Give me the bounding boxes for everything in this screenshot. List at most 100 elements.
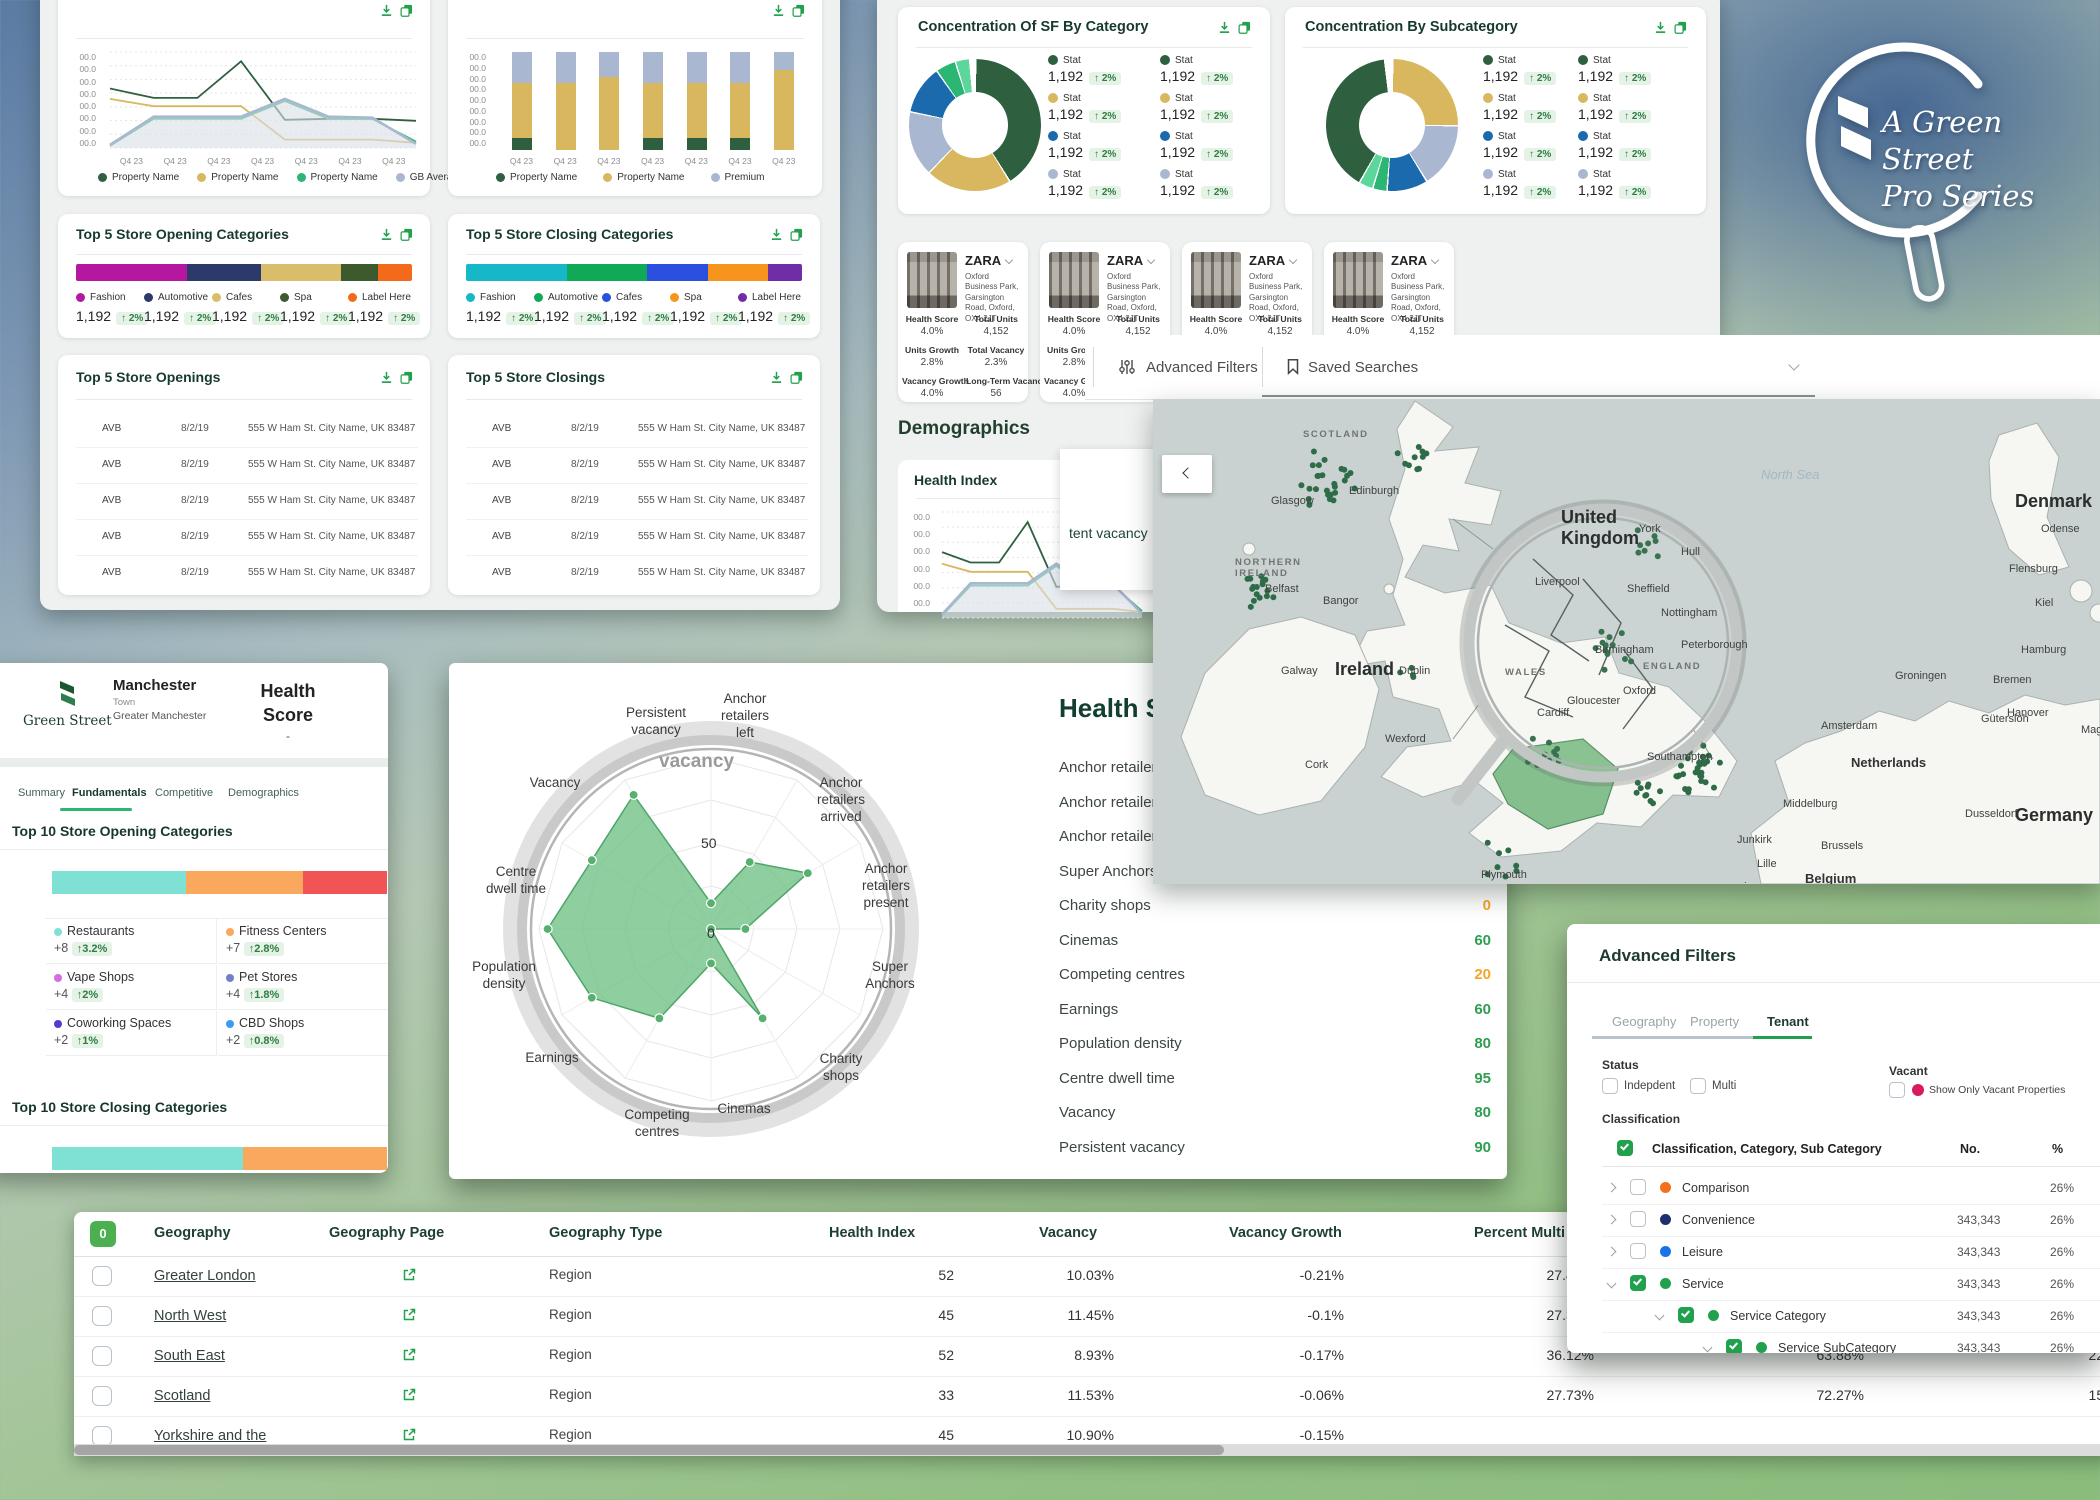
property-name[interactable]: ZARA [1107,253,1156,268]
legend-value: 1,192 ↑ 2% [1578,182,1652,200]
copy-icon[interactable] [790,371,803,389]
property-name[interactable]: ZARA [1391,253,1440,268]
table-row[interactable]: AVB 8/2/19 555 W Ham St. City Name, UK 834… [76,483,418,520]
property-name[interactable]: ZARA [965,253,1014,268]
category-bar-segment [768,264,802,281]
property-name[interactable]: ZARA [1249,253,1298,268]
geography-link[interactable]: Scotland [154,1388,211,1404]
radar-ghost-text: vacancy [659,751,735,772]
classification-row[interactable]: Leisure 343,343 26% [1602,1236,2100,1269]
map-label: Ireland [1335,659,1395,679]
classification-row[interactable]: Convenience 343,343 26% [1602,1204,2100,1237]
tab-summary[interactable]: Summary [18,787,66,799]
tab-fundamentals[interactable]: Fundamentals [72,787,147,799]
advanced-filters-button[interactable]: Advanced Filters [1146,359,1258,376]
table-row[interactable]: Scotland Region 33 11.53% -0.06% 27.73% 72.27%… [74,1376,2100,1417]
row-checkbox[interactable] [1678,1307,1694,1323]
external-link-icon[interactable] [402,1348,416,1367]
table-row[interactable]: AVB 8/2/19 555 W Ham St. City Name, UK 834… [466,447,808,484]
classification-row[interactable]: Service Category 343,343 26% [1602,1300,2100,1333]
row-checkbox[interactable] [1630,1211,1646,1227]
geography-link[interactable]: South East [154,1348,225,1364]
property-dot [1692,769,1699,776]
store-code: AVB [492,459,512,470]
tab-competitive[interactable]: Competitive [155,787,214,799]
geography-link[interactable]: North West [154,1308,227,1324]
copy-icon[interactable] [790,228,803,246]
checkbox-vacant[interactable] [1889,1082,1905,1098]
copy-icon[interactable] [400,228,413,246]
copy-icon[interactable] [400,371,413,389]
download-icon[interactable] [1218,21,1231,39]
legend-value: 1,192 ↑ 2% [1483,68,1557,86]
row-checkbox[interactable] [92,1266,112,1286]
download-icon[interactable] [772,4,785,22]
table-row[interactable]: AVB 8/2/19 555 W Ham St. City Name, UK 834… [76,447,418,484]
download-icon[interactable] [770,228,783,246]
filter-tab-property[interactable]: Property [1690,1014,1740,1029]
chevron-down-icon[interactable] [1788,359,1800,371]
row-checkbox[interactable] [92,1306,112,1326]
map-back-button[interactable] [1162,455,1212,493]
chevron-down-icon[interactable] [1606,1278,1617,1289]
chevron-down-icon[interactable] [1146,255,1156,265]
checkbox-indepdent[interactable] [1602,1078,1618,1094]
chevron-right-icon[interactable] [1606,1214,1617,1225]
external-link-icon[interactable] [402,1268,416,1287]
download-icon[interactable] [380,228,393,246]
copy-icon[interactable] [792,4,805,22]
table-row[interactable]: AVB 8/2/19 555 W Ham St. City Name, UK 834… [466,483,808,520]
chevron-right-icon[interactable] [1606,1182,1617,1193]
legend-label: Stat [1483,131,1556,142]
row-checkbox[interactable] [1630,1243,1646,1259]
table-row[interactable]: AVB 8/2/19 555 W Ham St. City Name, UK 834… [76,411,418,448]
copy-icon[interactable] [400,4,413,22]
chevron-down-icon[interactable] [1654,1310,1665,1321]
classification-row[interactable]: Comparison 26% [1602,1172,2100,1205]
external-link-icon[interactable] [402,1388,416,1407]
copy-icon[interactable] [1674,21,1687,39]
tab-demographics[interactable]: Demographics [228,787,299,799]
download-icon[interactable] [1654,21,1667,39]
map-panel[interactable]: SCOTLAND Edinburgh Glasgow NORTHERN IRELAND… [1153,399,2100,884]
table-row[interactable]: AVB 8/2/19 555 W Ham St. City Name, UK 834… [76,555,418,591]
property-card[interactable]: ZARA Oxford Business Park, Garsington Roa… [898,242,1047,402]
metric-value: 95 [1474,1069,1491,1087]
legend-dot-icon [226,927,234,936]
classification-row[interactable]: Service 343,343 26% [1602,1268,2100,1301]
vacancy-growth-value: -0.1% [1307,1307,1344,1323]
chevron-down-icon[interactable] [1430,255,1440,265]
row-checkbox[interactable] [92,1386,112,1406]
table-row[interactable]: AVB 8/2/19 555 W Ham St. City Name, UK 834… [76,519,418,556]
chevron-right-icon[interactable] [1606,1246,1617,1257]
row-checkbox[interactable] [1726,1339,1742,1353]
copy-icon[interactable] [1238,21,1251,39]
filter-tab-geography[interactable]: Geography [1612,1014,1677,1029]
table-row[interactable]: AVB 8/2/19 555 W Ham St. City Name, UK 834… [466,519,808,556]
download-icon[interactable] [380,371,393,389]
row-checkbox[interactable] [1630,1275,1646,1291]
download-icon[interactable] [380,4,393,22]
bar-segment [511,137,532,150]
external-link-icon[interactable] [402,1308,416,1327]
property-dot [1711,784,1717,791]
checkbox-multi[interactable] [1690,1078,1706,1094]
row-checkbox[interactable] [92,1346,112,1366]
scrollbar-thumb[interactable] [74,1445,1224,1455]
chevron-down-icon[interactable] [1004,255,1014,265]
chevron-down-icon[interactable] [1702,1342,1713,1353]
table-row[interactable]: AVB 8/2/19 555 W Ham St. City Name, UK 834… [466,555,808,591]
radar-axis-label: Anchor retailers arrived [816,775,865,824]
classification-row[interactable]: Service SubCategory 343,343 26% [1602,1332,2100,1353]
filter-tab-tenant[interactable]: Tenant [1767,1014,1809,1029]
select-all-checkbox[interactable] [1617,1140,1633,1156]
download-icon[interactable] [770,371,783,389]
saved-searches-button[interactable]: Saved Searches [1308,359,1419,376]
geography-link[interactable]: Greater London [154,1268,256,1284]
map-canvas[interactable] [1153,399,2100,884]
table-row[interactable]: AVB 8/2/19 555 W Ham St. City Name, UK 834… [466,411,808,448]
row-checkbox[interactable] [92,1426,112,1446]
row-checkbox[interactable] [1630,1179,1646,1195]
chevron-down-icon[interactable] [1288,255,1298,265]
stat-label: Health Score [1331,314,1385,324]
